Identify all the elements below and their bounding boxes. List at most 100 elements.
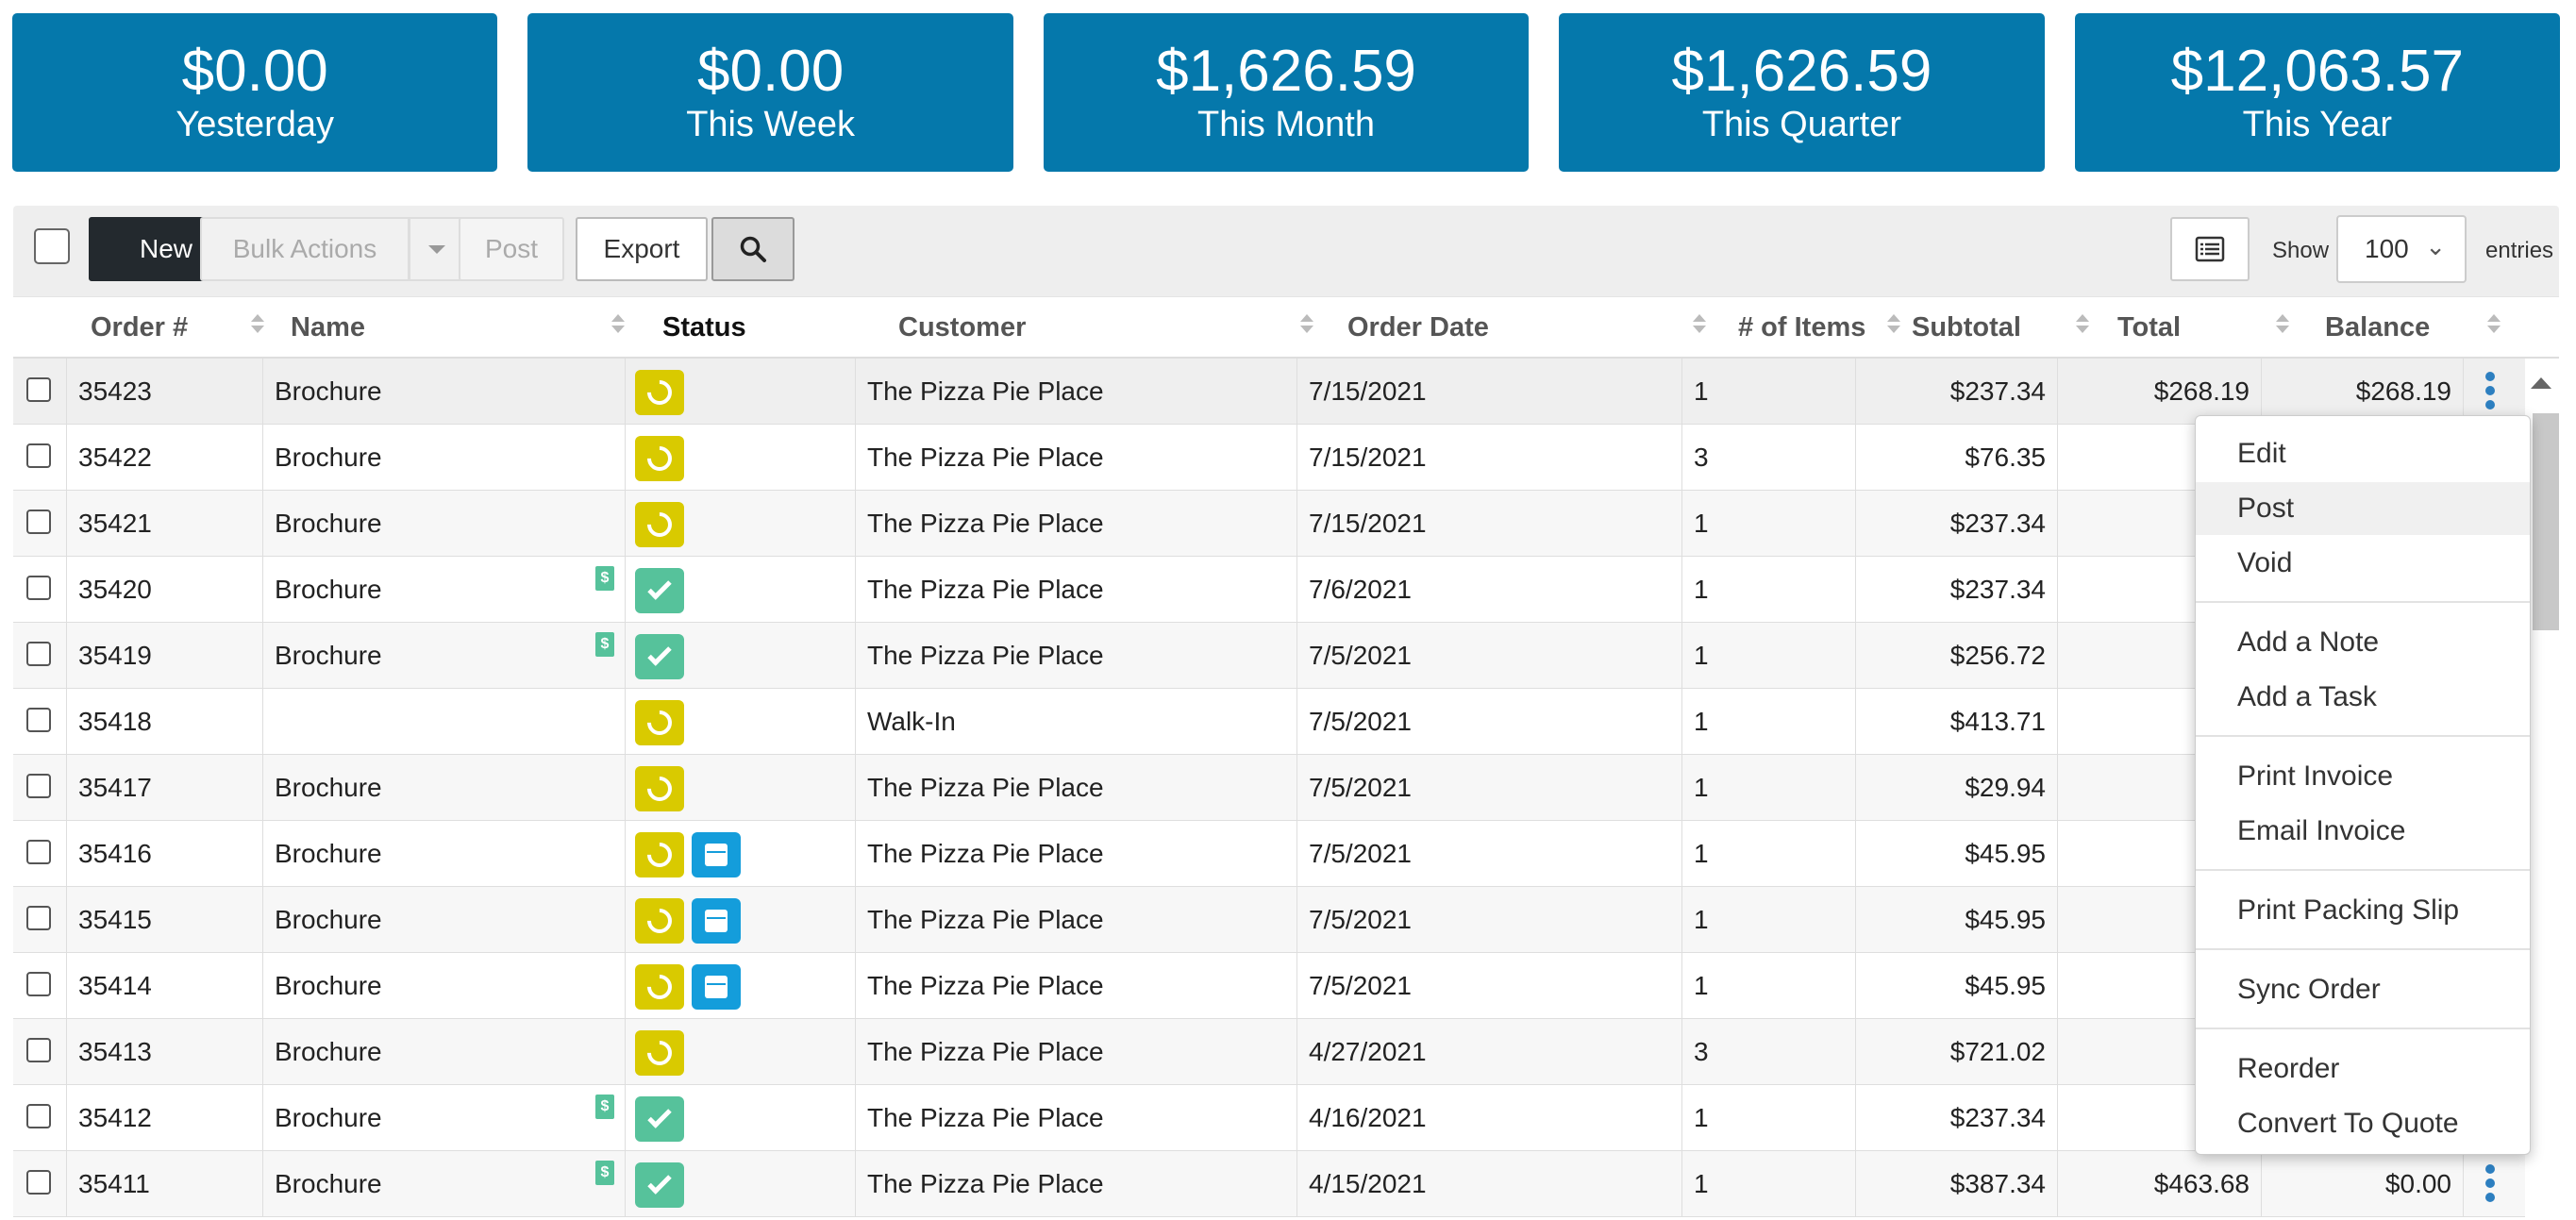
- items-value: 1: [1694, 1169, 1709, 1198]
- row-checkbox[interactable]: [26, 642, 51, 666]
- column-header-label: Status: [662, 312, 746, 343]
- kebab-menu-icon[interactable]: [2484, 372, 2496, 413]
- menu-item-convert-to-quote[interactable]: Convert To Quote: [2237, 1108, 2459, 1139]
- bulk-actions-button[interactable]: Bulk Actions: [200, 217, 410, 281]
- row-context-menu: Edit Post Void Add a Note Add a Task Print In…: [2195, 415, 2531, 1155]
- table-row[interactable]: 35416 Brochure The Pizza Pie Place 7/5/2021…: [13, 821, 2525, 887]
- row-checkbox[interactable]: [26, 1170, 51, 1195]
- col-order-date[interactable]: Order Date: [1336, 297, 1719, 358]
- table-row[interactable]: 35423 Brochure The Pizza Pie Place 7/15/202…: [13, 359, 2525, 425]
- menu-item-edit[interactable]: Edit: [2237, 438, 2286, 469]
- col-items[interactable]: # of Items: [1727, 297, 1900, 358]
- table-row[interactable]: 35414 Brochure The Pizza Pie Place 7/5/2021…: [13, 953, 2525, 1019]
- cell-items: 1: [1681, 359, 1855, 425]
- card-amount: $0.00: [181, 39, 328, 104]
- cell-items: 1: [1681, 887, 1855, 953]
- customer-value: The Pizza Pie Place: [867, 575, 1104, 604]
- order-value: 35415: [78, 905, 152, 934]
- col-subtotal[interactable]: Subtotal: [1900, 297, 2102, 358]
- table-row[interactable]: 35422 Brochure The Pizza Pie Place 7/15/202…: [13, 425, 2525, 491]
- total-value: $268.19: [2153, 376, 2250, 406]
- table-row[interactable]: 35413 Brochure The Pizza Pie Place 4/27/202…: [13, 1019, 2525, 1085]
- card-yesterday: $0.00 Yesterday: [12, 13, 498, 172]
- cell-order: 35423: [66, 359, 266, 425]
- date-value: 4/27/2021: [1309, 1037, 1427, 1066]
- list-icon: [2195, 236, 2225, 262]
- date-value: 4/15/2021: [1309, 1169, 1427, 1198]
- summary-cards: $0.00 Yesterday $0.00 This Week $1,626.5…: [12, 13, 2561, 172]
- col-name[interactable]: Name: [279, 297, 638, 358]
- row-checkbox[interactable]: [26, 906, 51, 930]
- menu-item-add-a-note[interactable]: Add a Note: [2237, 627, 2380, 658]
- row-checkbox[interactable]: [26, 377, 51, 402]
- row-checkbox[interactable]: [26, 708, 51, 732]
- menu-item-reorder[interactable]: Reorder: [2237, 1053, 2340, 1084]
- cell-date: 4/16/2021: [1296, 1085, 1681, 1151]
- invoice-icon[interactable]: $: [595, 1161, 614, 1185]
- subtotal-value: $413.71: [1949, 707, 2046, 736]
- name-value: Brochure: [275, 641, 382, 670]
- menu-item-print-packing-slip[interactable]: Print Packing Slip: [2237, 894, 2460, 926]
- col-customer[interactable]: Customer: [887, 297, 1327, 358]
- table-row[interactable]: 35415 Brochure The Pizza Pie Place 7/5/2021…: [13, 887, 2525, 953]
- table-row[interactable]: 35420 Brochure $ The Pizza Pie Place 7/6/202…: [13, 557, 2525, 623]
- row-checkbox[interactable]: [26, 1104, 51, 1128]
- column-header-label: Balance: [2325, 312, 2431, 343]
- export-button[interactable]: Export: [576, 217, 708, 281]
- invoice-icon[interactable]: $: [595, 632, 614, 657]
- kebab-menu-icon[interactable]: [2484, 1164, 2496, 1206]
- customer-value: The Pizza Pie Place: [867, 1169, 1104, 1198]
- menu-item-email-invoice[interactable]: Email Invoice: [2237, 815, 2406, 846]
- table-row[interactable]: 35419 Brochure $ The Pizza Pie Place 7/5/202…: [13, 623, 2525, 689]
- name-value: Brochure: [275, 1103, 382, 1132]
- card-label: Yesterday: [176, 105, 334, 144]
- table-row[interactable]: 35412 Brochure $ The Pizza Pie Place 4/16/20…: [13, 1085, 2525, 1151]
- row-checkbox[interactable]: [26, 774, 51, 798]
- col-order[interactable]: Order #: [79, 297, 277, 358]
- items-value: 3: [1694, 443, 1709, 472]
- order-value: 35413: [78, 1037, 152, 1066]
- sort-icon: [2487, 314, 2501, 333]
- items-value: 1: [1694, 509, 1709, 538]
- col-balance[interactable]: Balance: [2314, 297, 2514, 358]
- status-cell: [625, 821, 855, 887]
- card-label: This Quarter: [1701, 105, 1901, 144]
- cell-total: $463.68: [2057, 1151, 2261, 1217]
- table-row[interactable]: 35411 Brochure $ The Pizza Pie Place 4/15/20…: [13, 1151, 2525, 1217]
- row-checkbox[interactable]: [26, 443, 51, 468]
- search-button[interactable]: [711, 217, 795, 281]
- col-total[interactable]: Total: [2106, 297, 2302, 358]
- menu-item-void[interactable]: Void: [2237, 547, 2293, 578]
- cell-name: Brochure: [262, 491, 625, 557]
- cell-date: 4/27/2021: [1296, 1019, 1681, 1085]
- select-all-checkbox[interactable]: [34, 228, 70, 264]
- scrollbar-thumb[interactable]: [2533, 413, 2559, 630]
- menu-item-sync-order[interactable]: Sync Order: [2237, 974, 2381, 1005]
- menu-item-add-a-task[interactable]: Add a Task: [2237, 681, 2377, 712]
- row-checkbox[interactable]: [26, 1038, 51, 1062]
- invoice-icon[interactable]: $: [595, 1095, 614, 1119]
- sort-icon: [1887, 314, 1900, 333]
- post-button[interactable]: Post: [459, 217, 564, 281]
- menu-item-post[interactable]: Post: [2196, 482, 2530, 535]
- subtotal-value: $45.95: [1965, 971, 2046, 1000]
- page-size-select[interactable]: 100 ⌄: [2336, 215, 2467, 283]
- column-toggle-button[interactable]: [2170, 217, 2250, 281]
- invoice-icon[interactable]: $: [595, 566, 614, 591]
- row-checkbox[interactable]: [26, 576, 51, 600]
- page-size-value: 100: [2365, 234, 2409, 263]
- menu-item-print-invoice[interactable]: Print Invoice: [2237, 760, 2394, 792]
- card-label: This Month: [1197, 105, 1375, 144]
- scroll-up-button[interactable]: [2521, 360, 2559, 408]
- table-row[interactable]: 35421 Brochure The Pizza Pie Place 7/15/202…: [13, 491, 2525, 557]
- row-checkbox[interactable]: [26, 972, 51, 996]
- cell-name: Brochure $: [262, 557, 625, 623]
- row-checkbox[interactable]: [26, 510, 51, 534]
- caret-down-icon: [427, 244, 445, 254]
- table-row[interactable]: 35417 Brochure The Pizza Pie Place 7/5/2021…: [13, 755, 2525, 821]
- row-checkbox[interactable]: [26, 840, 51, 864]
- col-status[interactable]: Status: [651, 297, 868, 358]
- bulk-actions-dropdown[interactable]: [410, 217, 464, 281]
- calendar-icon: [692, 898, 741, 944]
